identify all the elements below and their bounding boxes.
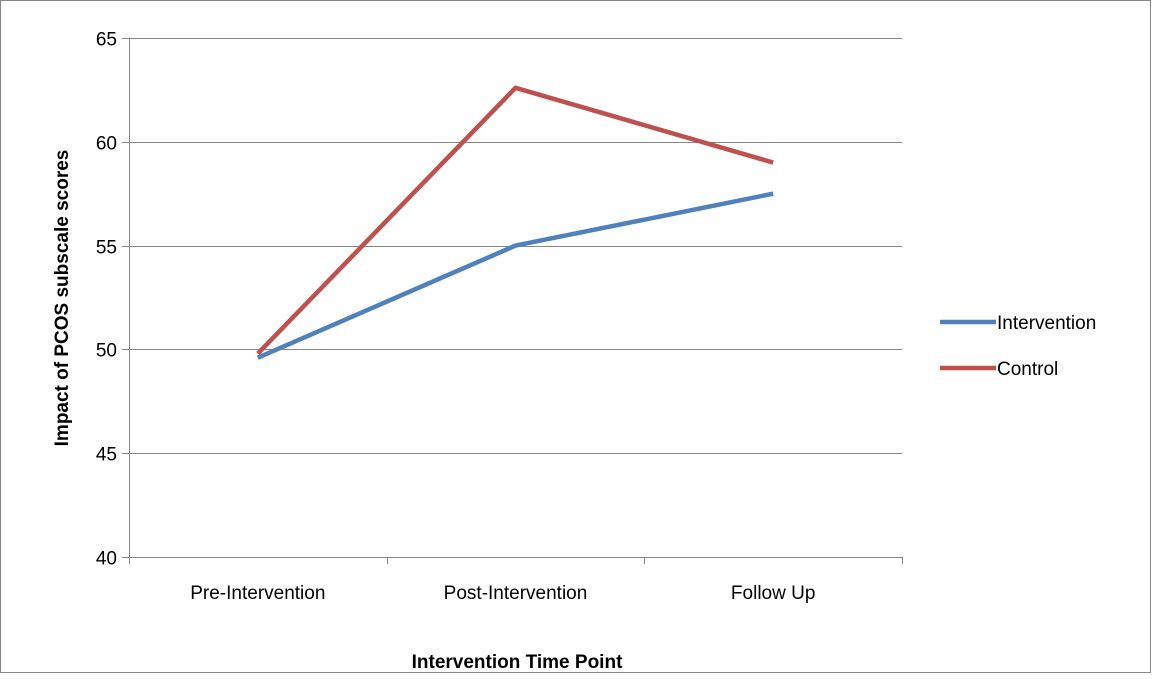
- series-lines: [256, 85, 774, 360]
- axes: [122, 38, 903, 564]
- x-axis-title: Intervention Time Point: [412, 652, 623, 673]
- y-tick-label: 55: [96, 238, 117, 259]
- x-tick-label: Post-Intervention: [444, 583, 588, 604]
- legend-label: Control: [997, 359, 1058, 380]
- y-tick-label: 40: [96, 549, 117, 570]
- series-line-control: [256, 85, 774, 356]
- y-tick-label: 60: [96, 134, 117, 155]
- y-axis-title: Impact of PCOS subscale scores: [52, 150, 73, 447]
- legend-label: Intervention: [997, 313, 1096, 334]
- legend: Intervention Control: [940, 313, 1096, 380]
- x-tick-label: Pre-Intervention: [190, 583, 325, 604]
- y-tick-label: 50: [96, 341, 117, 362]
- y-tick-label: 45: [96, 445, 117, 466]
- x-tick-label: Follow Up: [731, 583, 815, 604]
- y-tick-label: 65: [96, 30, 117, 51]
- series-line-intervention: [256, 191, 774, 360]
- x-tick-labels: Pre-Intervention Post-Intervention Follow …: [190, 583, 815, 604]
- y-tick-labels: 40 45 50 55 60 65: [96, 30, 117, 570]
